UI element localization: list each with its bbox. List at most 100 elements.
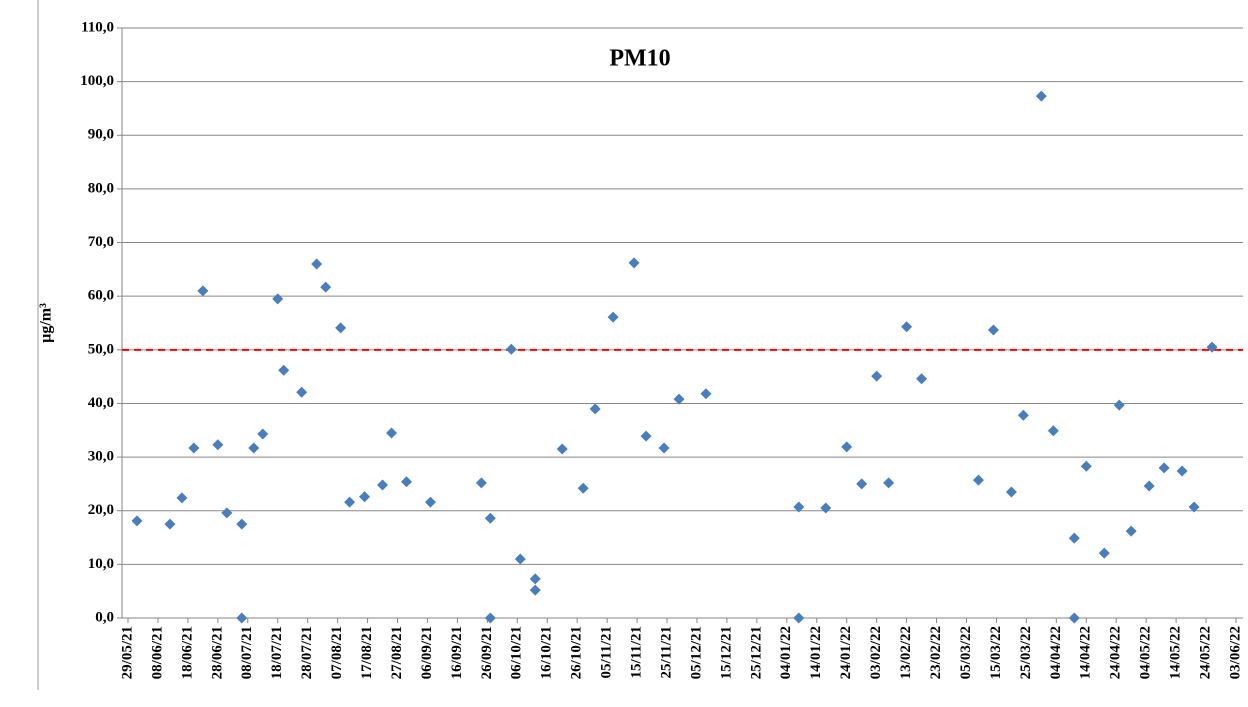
data-point <box>1176 465 1188 477</box>
x-tick-label: 24/05/22 <box>1197 626 1213 679</box>
data-point <box>529 584 541 596</box>
data-point <box>1188 501 1200 513</box>
data-point <box>529 573 541 585</box>
data-point <box>359 491 371 503</box>
data-point <box>484 612 496 624</box>
x-tick-label: 25/03/22 <box>1018 626 1034 679</box>
y-tick-label: 70,0 <box>88 234 114 250</box>
x-tick-label: 28/06/21 <box>209 626 225 679</box>
x-tick-label: 03/06/22 <box>1227 626 1243 679</box>
data-point <box>1206 341 1218 353</box>
data-point <box>236 518 248 530</box>
data-point <box>793 612 805 624</box>
x-tick-label: 17/08/21 <box>359 626 375 679</box>
x-tick-label: 04/01/22 <box>778 626 794 679</box>
x-tick-label: 16/09/21 <box>449 626 465 679</box>
data-point <box>221 507 233 519</box>
data-point <box>1158 462 1170 474</box>
data-point <box>236 612 248 624</box>
x-tick-label: 05/12/21 <box>688 626 704 679</box>
x-tick-label: 04/05/22 <box>1138 626 1154 679</box>
data-point <box>212 439 224 451</box>
x-tick-label: 08/06/21 <box>149 626 165 679</box>
data-point <box>1113 399 1125 411</box>
x-tick-label: 16/10/21 <box>539 626 555 679</box>
data-point <box>673 393 685 405</box>
data-point <box>972 474 984 486</box>
x-tick-label: 23/02/22 <box>928 626 944 679</box>
y-tick-label: 100,0 <box>80 73 114 89</box>
data-point <box>1017 409 1029 421</box>
data-point <box>335 322 347 334</box>
x-tick-label: 14/04/22 <box>1078 626 1094 679</box>
data-point <box>344 496 356 508</box>
x-tick-label: 05/11/21 <box>599 626 615 679</box>
y-tick-label: 90,0 <box>88 127 114 143</box>
x-tick-label: 29/05/21 <box>119 626 135 679</box>
x-tick-label: 26/09/21 <box>479 626 495 679</box>
data-point <box>296 386 308 398</box>
x-tick-label: 14/01/22 <box>808 626 824 679</box>
data-point <box>400 476 412 488</box>
x-tick-label: 18/06/21 <box>179 626 195 679</box>
x-tick-label: 08/07/21 <box>239 626 255 679</box>
data-point <box>793 501 805 513</box>
chart-title: PM10 <box>609 46 670 72</box>
data-point <box>475 477 487 489</box>
data-point <box>640 430 652 442</box>
y-tick-label: 50,0 <box>88 341 114 357</box>
data-point <box>577 482 589 494</box>
data-point <box>700 388 712 400</box>
x-tick-label: 15/12/21 <box>718 626 734 679</box>
data-point <box>131 515 143 527</box>
data-point <box>987 324 999 336</box>
x-tick-label: 04/04/22 <box>1048 626 1064 679</box>
y-tick-label: 60,0 <box>88 288 114 304</box>
data-point <box>841 441 853 453</box>
y-tick-label: 0,0 <box>95 609 114 625</box>
x-tick-label: 14/05/22 <box>1168 626 1184 679</box>
x-tick-label: 15/03/22 <box>988 626 1004 679</box>
data-point <box>556 443 568 455</box>
y-tick-label: 20,0 <box>88 502 114 518</box>
data-point <box>278 364 290 376</box>
x-tick-label: 18/07/21 <box>269 626 285 679</box>
x-tick-label: 06/09/21 <box>419 626 435 679</box>
x-tick-label: 13/02/22 <box>898 626 914 679</box>
x-tick-label: 24/01/22 <box>838 626 854 679</box>
data-point <box>386 427 398 439</box>
data-point <box>424 496 436 508</box>
data-point <box>856 478 868 490</box>
x-tick-label: 28/07/21 <box>299 626 315 679</box>
x-tick-label: 06/10/21 <box>509 626 525 679</box>
data-point <box>1080 460 1092 472</box>
data-point <box>1068 532 1080 544</box>
y-tick-label: 40,0 <box>88 395 114 411</box>
data-point <box>176 492 188 504</box>
data-point <box>248 442 260 454</box>
data-point <box>589 403 601 415</box>
data-point <box>628 257 640 269</box>
data-point <box>883 477 895 489</box>
y-tick-label: 110,0 <box>81 19 114 35</box>
data-point <box>607 311 619 323</box>
data-point <box>916 373 928 385</box>
data-point <box>901 321 913 333</box>
data-point <box>272 293 284 305</box>
y-tick-label: 30,0 <box>88 449 114 465</box>
data-point <box>505 343 517 355</box>
data-point <box>197 285 209 297</box>
data-point <box>1125 525 1137 537</box>
data-point <box>1068 612 1080 624</box>
data-point <box>257 428 269 440</box>
y-tick-label: 80,0 <box>88 180 114 196</box>
data-point <box>377 479 389 491</box>
y-tick-label: 10,0 <box>88 556 114 572</box>
data-point <box>1047 425 1059 437</box>
data-point <box>871 370 883 382</box>
data-point <box>320 281 332 293</box>
x-tick-label: 24/04/22 <box>1108 626 1124 679</box>
y-axis-label: µg/m³ <box>38 303 55 343</box>
